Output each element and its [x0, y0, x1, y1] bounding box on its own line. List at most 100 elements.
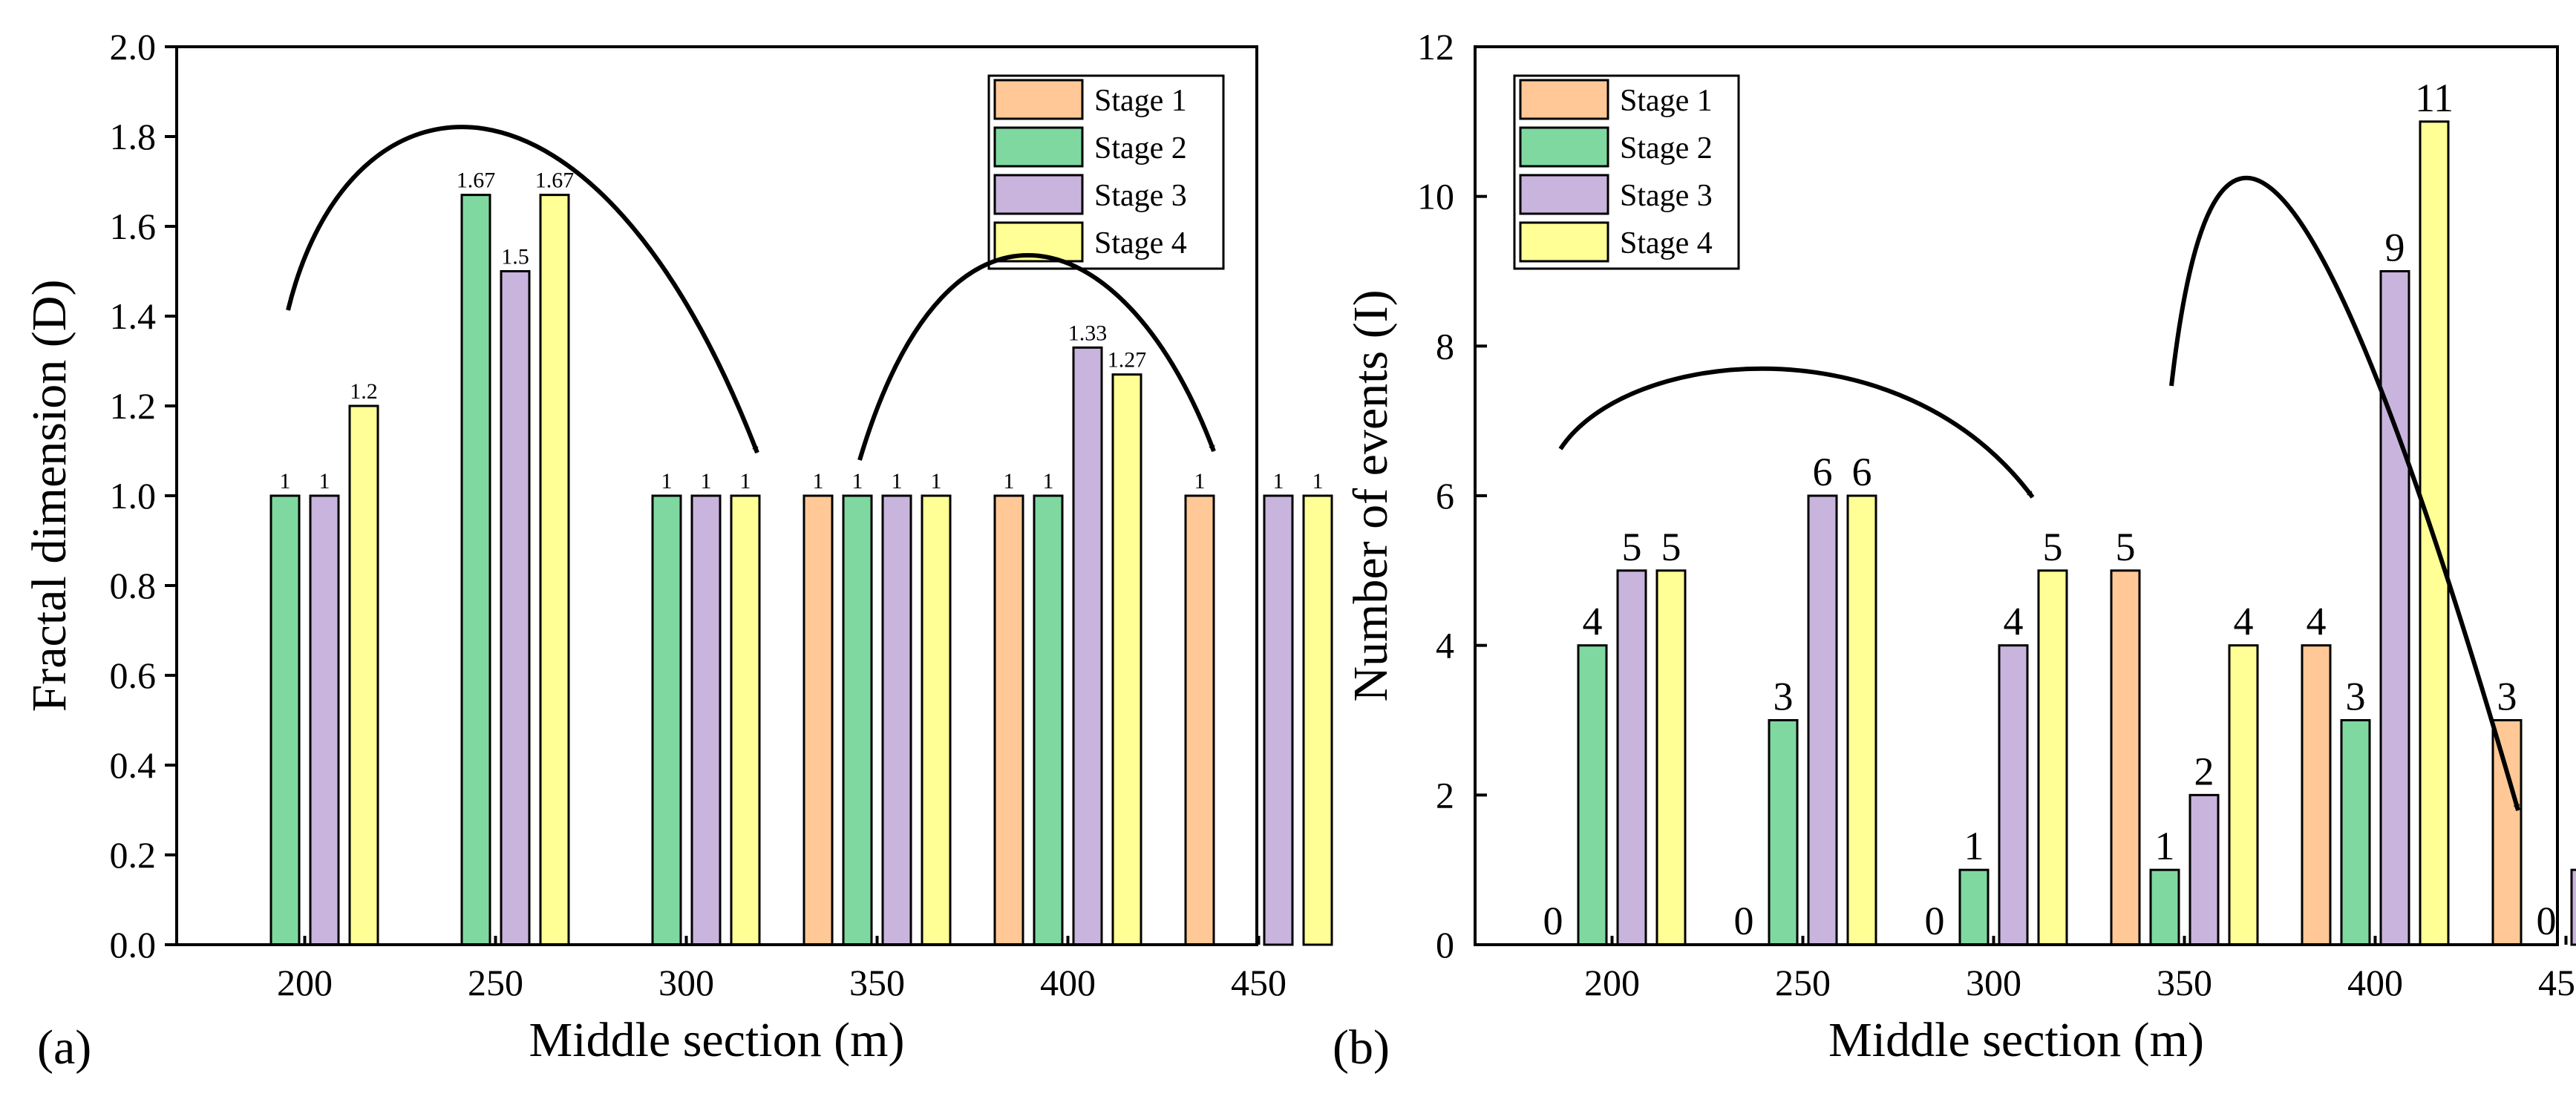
data-label-stage2-200: 1 [280, 469, 291, 494]
y-tick-label: 1.4 [110, 295, 157, 337]
bar-stage1-450 [1186, 496, 1214, 945]
bar-stage2-350 [843, 496, 872, 945]
y-tick-label: 2 [1436, 774, 1454, 816]
y-tick-label: 1.0 [110, 475, 157, 517]
bar-stage3-350 [2190, 795, 2218, 945]
data-label-stage4-250: 1.67 [535, 168, 575, 193]
data-label-stage4-200: 1.2 [350, 379, 378, 404]
data-label-stage2-350: 1 [2155, 824, 2175, 868]
x-tick-label: 450 [1231, 962, 1287, 1003]
x-tick-label: 300 [658, 962, 714, 1003]
data-label-stage2-250: 3 [1774, 675, 1794, 719]
data-label-stage3-350: 1 [892, 469, 903, 494]
x-tick-label: 450 [2538, 962, 2576, 1003]
legend-label-stage3: Stage 3 [1094, 179, 1187, 213]
bar-stage2-400 [2341, 721, 2370, 945]
data-label-stage2-400: 3 [2346, 675, 2366, 719]
y-tick-label: 1.2 [110, 385, 157, 427]
x-tick-label: 300 [1966, 962, 2021, 1003]
bar-stage3-250 [501, 272, 529, 945]
bar-stage2-200 [271, 496, 299, 945]
y-tick-label: 0.0 [110, 924, 157, 965]
x-tick-label: 350 [2157, 962, 2212, 1003]
bar-stage1-400 [995, 496, 1023, 945]
y-tick-label: 0.2 [110, 834, 157, 876]
data-label-stage2-350: 1 [852, 469, 863, 494]
y-tick-label: 8 [1436, 325, 1454, 367]
data-label-stage2-400: 1 [1043, 469, 1054, 494]
y-tick-label: 0.4 [110, 744, 157, 786]
data-label-stage4-400: 11 [2415, 76, 2454, 120]
data-label-stage3-300: 4 [2004, 600, 2024, 644]
bar-stage4-350 [922, 496, 950, 945]
legend-label-stage4: Stage 4 [1620, 226, 1713, 260]
data-label-stage4-400: 1.27 [1108, 348, 1147, 373]
y-axis-title: Number of events (I) [1344, 289, 1398, 701]
legend-label-stage1: Stage 1 [1620, 84, 1713, 118]
data-label-stage4-200: 5 [1661, 525, 1681, 569]
bar-stage4-200 [1657, 571, 1685, 945]
data-label-stage3-450: 1 [1273, 469, 1284, 494]
bar-stage3-450 [1264, 496, 1292, 945]
legend-label-stage2: Stage 2 [1094, 131, 1187, 165]
y-tick-label: 1.6 [110, 206, 157, 247]
x-tick-label: 400 [2347, 962, 2403, 1003]
data-label-stage4-350: 4 [2234, 600, 2254, 644]
data-label-stage1-400: 1 [1004, 469, 1015, 494]
bar-stage3-400 [1073, 347, 1102, 945]
bar-stage2-300 [1960, 870, 1988, 945]
data-label-stage2-300: 1 [661, 469, 673, 494]
bar-stage4-450 [1304, 496, 1332, 945]
bar-stage2-250 [1769, 721, 1797, 945]
bar-stage2-350 [2151, 870, 2179, 945]
y-tick-label: 4 [1436, 625, 1454, 666]
bar-stage2-250 [462, 195, 490, 945]
data-label-stage1-300: 0 [1925, 899, 1945, 943]
legend-swatch-stage4 [1520, 223, 1608, 261]
y-tick-label: 6 [1436, 475, 1454, 517]
data-label-stage4-250: 6 [1852, 450, 1872, 494]
data-label-stage3-200: 5 [1622, 525, 1642, 569]
data-label-stage3-300: 1 [701, 469, 712, 494]
bar-stage3-200 [310, 496, 339, 945]
bar-stage4-250 [540, 195, 569, 945]
y-tick-label: 12 [1417, 26, 1454, 68]
legend-swatch-stage3 [1520, 175, 1608, 214]
data-label-stage2-200: 4 [1583, 600, 1603, 644]
legend-swatch-stage2 [1520, 128, 1608, 166]
legend-label-stage4: Stage 4 [1094, 226, 1187, 260]
bar-stage4-200 [350, 406, 378, 945]
data-label-stage4-300: 5 [2043, 525, 2063, 569]
arrow-curve-1 [1560, 369, 2033, 497]
x-tick-label: 200 [1584, 962, 1640, 1003]
bar-stage3-300 [692, 496, 720, 945]
arrow-curve-2 [2171, 178, 2518, 810]
data-label-stage3-200: 1 [319, 469, 330, 494]
x-tick-label: 250 [468, 962, 523, 1003]
data-label-stage1-350: 1 [813, 469, 824, 494]
data-label-stage2-250: 1.67 [457, 168, 496, 193]
legend-swatch-stage3 [995, 175, 1082, 214]
arrow-curve-2 [860, 255, 1214, 460]
data-label-stage3-350: 2 [2194, 749, 2214, 793]
panel-label: (b) [1333, 1020, 1390, 1075]
legend-swatch-stage1 [1520, 80, 1608, 119]
data-label-stage1-450: 3 [2497, 675, 2517, 719]
x-tick-label: 200 [277, 962, 333, 1003]
y-tick-label: 0.6 [110, 655, 157, 696]
bar-stage4-350 [2229, 646, 2258, 945]
bar-stage2-200 [1578, 646, 1606, 945]
x-tick-label: 350 [849, 962, 905, 1003]
bar-stage4-400 [1113, 375, 1141, 945]
panel-b: 0005434311305642915654111024681012200250… [1333, 26, 2576, 1075]
bar-stage3-400 [2381, 272, 2409, 945]
bar-stage1-350 [2111, 571, 2139, 945]
bar-stage3-200 [1618, 571, 1646, 945]
bar-stage4-300 [2039, 571, 2067, 945]
legend-swatch-stage2 [995, 128, 1082, 166]
bar-stage3-250 [1808, 496, 1837, 945]
data-label-stage4-350: 1 [931, 469, 942, 494]
